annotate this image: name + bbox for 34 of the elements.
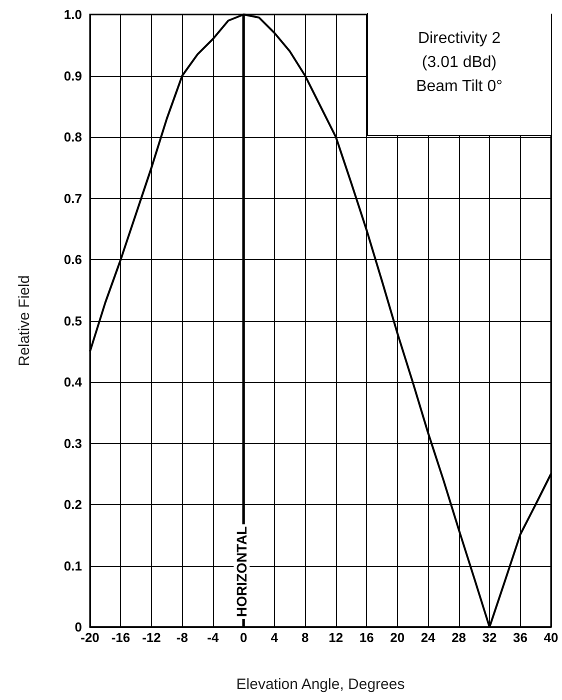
y-tick-label: 0.5 xyxy=(64,313,82,328)
x-tick-label: 8 xyxy=(302,630,309,645)
y-axis-title: Relative Field xyxy=(16,275,33,366)
y-tick-label: 0.1 xyxy=(64,558,82,574)
y-tick-label: 0.4 xyxy=(64,374,83,390)
x-tick-label: 0 xyxy=(240,630,248,645)
y-tick-label: 0.6 xyxy=(64,252,82,267)
x-tick-label: -20 xyxy=(80,630,100,645)
note-box: Directivity 2 (3.01 dBd) Beam Tilt 0° xyxy=(366,13,551,136)
y-tick-label: 0.2 xyxy=(64,497,82,512)
x-tick-label: 36 xyxy=(513,630,528,645)
y-tick-label: 0.3 xyxy=(64,436,82,451)
x-tick-label: -12 xyxy=(142,630,161,645)
annotation: (3.01 dBd) xyxy=(422,53,497,73)
x-tick-label: 16 xyxy=(359,630,374,645)
x-tick-label: 28 xyxy=(452,630,466,645)
y-tick-label: 0 xyxy=(74,620,82,634)
annotation: Beam Tilt 0° xyxy=(416,77,502,97)
x-tick-label: -8 xyxy=(176,630,188,645)
y-tick-label: 1.0 xyxy=(64,7,82,22)
ref-line-label: HORIZONTAL xyxy=(234,526,250,617)
x-tick-label: -4 xyxy=(207,630,220,645)
x-tick-label: 24 xyxy=(420,630,436,645)
x-tick-label: 20 xyxy=(390,630,405,645)
x-tick-label: 32 xyxy=(482,630,497,645)
y-tick-label: 0.9 xyxy=(64,68,82,84)
x-tick-label: 4 xyxy=(270,630,279,645)
y-tick-label: 0.7 xyxy=(64,190,82,206)
x-tick-label: -16 xyxy=(111,630,130,645)
x-tick-label: 12 xyxy=(328,630,344,645)
x-axis-title: Elevation Angle, Degrees xyxy=(236,676,405,693)
y-tick-label: 0.8 xyxy=(64,130,82,144)
annotation: Directivity 2 xyxy=(418,29,501,49)
x-tick-label: 40 xyxy=(544,630,558,645)
